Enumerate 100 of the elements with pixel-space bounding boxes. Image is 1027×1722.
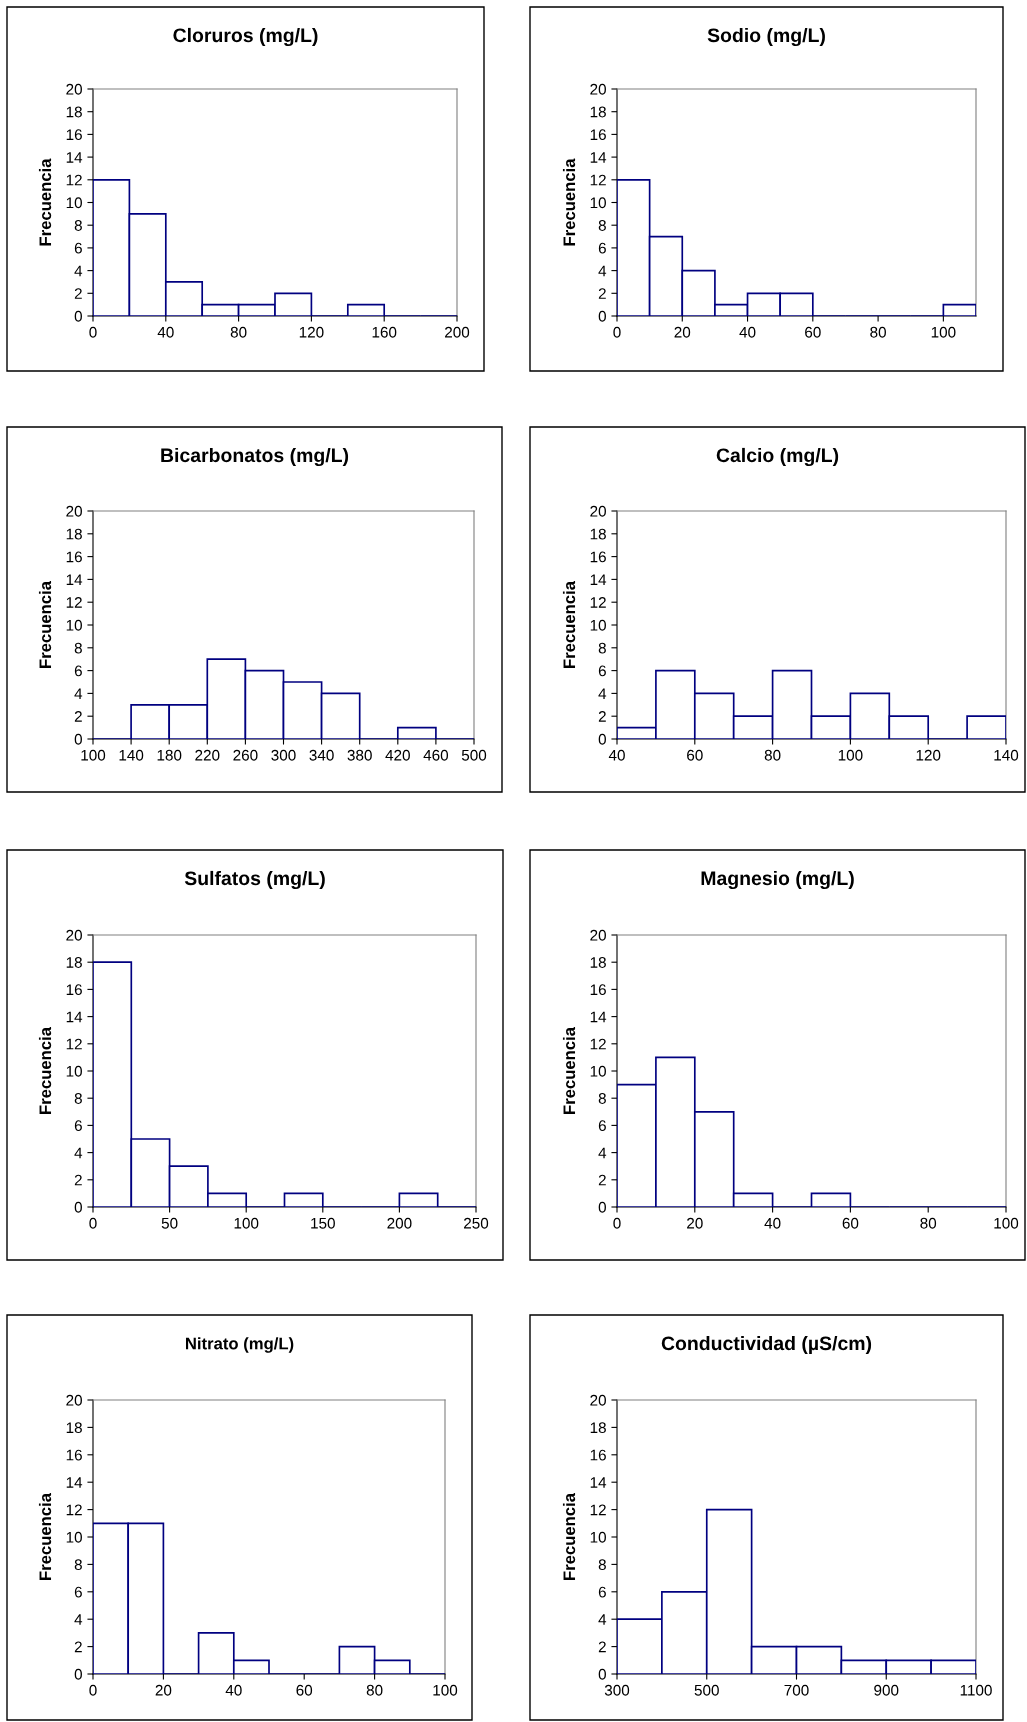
chart-title: Sulfatos (mg/L) xyxy=(184,870,325,890)
y-axis-title: Frecuencia xyxy=(562,580,576,668)
y-tick-label: 18 xyxy=(66,528,82,540)
y-axis-title: Frecuencia xyxy=(38,580,52,668)
y-tick-label: 16 xyxy=(590,984,606,996)
y-tick-label: 8 xyxy=(74,642,82,654)
y-tick-label: 6 xyxy=(598,1120,606,1132)
y-tick-label: 12 xyxy=(66,1038,82,1050)
x-tick-label: 60 xyxy=(687,749,703,761)
y-tick-label: 16 xyxy=(66,1449,82,1461)
y-tick-label: 0 xyxy=(74,310,82,322)
x-tick-label: 0 xyxy=(613,1217,621,1229)
y-tick-label: 10 xyxy=(590,1065,606,1077)
y-tick-label: 2 xyxy=(74,288,82,299)
y-tick-label: 10 xyxy=(590,619,606,631)
y-tick-label: 4 xyxy=(598,688,607,699)
y-tick-label: 6 xyxy=(598,1586,606,1598)
x-tick-label: 60 xyxy=(805,326,821,338)
y-axis-title: Frecuencia xyxy=(562,1492,576,1580)
y-tick-label: 10 xyxy=(66,1065,82,1077)
y-tick-label: 0 xyxy=(598,310,606,322)
x-tick-label: 260 xyxy=(233,749,258,761)
x-tick-label: 100 xyxy=(994,1217,1019,1229)
y-tick-label: 14 xyxy=(590,1477,607,1488)
x-tick-label: 40 xyxy=(764,1217,781,1229)
x-tick-label: 380 xyxy=(347,749,372,761)
y-axis-title: Frecuencia xyxy=(562,158,576,246)
y-tick-label: 8 xyxy=(74,1559,82,1571)
y-axis-title: Frecuencia xyxy=(562,1026,576,1114)
y-tick-label: 0 xyxy=(598,1201,606,1213)
chart-title: Calcio (mg/L) xyxy=(716,447,839,467)
x-tick-label: 250 xyxy=(464,1217,489,1229)
chart-title: Sodio (mg/L) xyxy=(707,27,825,47)
chart-title: Bicarbonatos (mg/L) xyxy=(161,447,349,467)
x-tick-label: 150 xyxy=(311,1217,335,1229)
x-tick-label: 100 xyxy=(234,1217,259,1229)
y-tick-label: 14 xyxy=(590,574,607,585)
y-tick-label: 20 xyxy=(66,929,82,941)
x-tick-label: 1100 xyxy=(960,1684,992,1696)
y-axis-title: Frecuencia xyxy=(38,1026,52,1114)
x-tick-label: 340 xyxy=(309,749,334,761)
x-tick-label: 40 xyxy=(608,749,625,761)
y-tick-label: 20 xyxy=(66,505,82,517)
x-tick-label: 80 xyxy=(920,1217,937,1229)
x-tick-label: 40 xyxy=(739,326,756,338)
y-tick-label: 0 xyxy=(74,1201,82,1213)
y-tick-label: 4 xyxy=(74,1614,83,1625)
y-tick-label: 18 xyxy=(66,1422,82,1434)
y-tick-label: 16 xyxy=(590,551,606,563)
x-tick-label: 80 xyxy=(764,749,781,761)
y-tick-label: 4 xyxy=(74,688,83,699)
x-tick-label: 700 xyxy=(784,1684,809,1696)
chart-title: Cloruros (mg/L) xyxy=(173,27,318,47)
y-tick-label: 16 xyxy=(66,129,82,141)
x-tick-label: 20 xyxy=(687,1217,703,1229)
x-tick-label: 500 xyxy=(694,1684,719,1696)
y-tick-label: 4 xyxy=(598,265,607,277)
y-axis-title: Frecuencia xyxy=(38,1492,52,1580)
chart-title: Magnesio (mg/L) xyxy=(701,870,854,890)
y-tick-label: 12 xyxy=(66,1504,82,1516)
x-tick-label: 160 xyxy=(372,326,397,338)
x-tick-label: 60 xyxy=(296,1684,313,1696)
x-tick-label: 140 xyxy=(994,749,1019,761)
x-tick-label: 200 xyxy=(387,1217,412,1229)
y-tick-label: 10 xyxy=(590,197,606,209)
x-tick-label: 20 xyxy=(155,1684,172,1696)
x-tick-label: 0 xyxy=(89,326,97,338)
y-tick-label: 16 xyxy=(66,551,82,563)
y-tick-label: 20 xyxy=(590,929,606,941)
y-tick-label: 8 xyxy=(74,220,82,231)
x-tick-label: 40 xyxy=(225,1684,242,1696)
x-tick-label: 100 xyxy=(81,749,106,761)
y-tick-label: 8 xyxy=(74,1093,82,1104)
y-tick-label: 14 xyxy=(590,1011,607,1023)
x-tick-label: 300 xyxy=(604,1684,630,1696)
y-tick-label: 4 xyxy=(598,1147,607,1159)
y-tick-label: 10 xyxy=(590,1531,606,1543)
y-tick-label: 4 xyxy=(598,1614,607,1625)
y-tick-label: 4 xyxy=(74,1147,83,1159)
y-tick-label: 14 xyxy=(66,1011,83,1023)
x-tick-label: 100 xyxy=(838,749,863,761)
y-tick-label: 2 xyxy=(598,1641,606,1653)
x-tick-label: 140 xyxy=(119,749,144,761)
y-tick-label: 6 xyxy=(74,1586,82,1598)
x-tick-label: 40 xyxy=(157,326,174,338)
x-tick-label: 60 xyxy=(842,1217,859,1229)
x-tick-label: 420 xyxy=(385,749,410,761)
y-tick-label: 6 xyxy=(598,665,606,677)
y-tick-label: 14 xyxy=(66,152,83,163)
y-tick-label: 20 xyxy=(590,83,606,95)
y-tick-label: 20 xyxy=(66,1394,82,1406)
y-tick-label: 14 xyxy=(590,152,607,163)
y-tick-label: 18 xyxy=(590,528,606,540)
y-tick-label: 6 xyxy=(74,1120,82,1132)
y-tick-label: 6 xyxy=(74,665,82,677)
x-tick-label: 300 xyxy=(271,749,296,761)
y-tick-label: 0 xyxy=(598,1668,606,1680)
y-tick-label: 10 xyxy=(66,619,82,631)
y-tick-label: 16 xyxy=(590,1449,606,1461)
y-tick-label: 18 xyxy=(590,1422,606,1434)
